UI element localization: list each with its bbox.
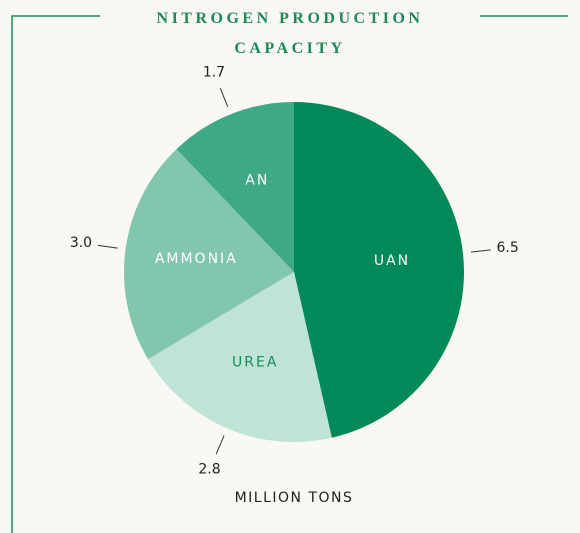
pie-slice [294,102,464,438]
pie-slice [123,149,294,360]
value-label: 3.0 [70,235,92,251]
leader-line [219,88,229,107]
slice-label: AMMONIA [155,251,238,267]
value-label: 2.8 [198,462,220,478]
slice-label: UREA [232,355,278,371]
chart-title: NITROGEN PRODUCTION CAPACITY [100,4,480,64]
footer: MILLION TONS [235,490,354,506]
leader-line [470,249,491,253]
leader-line [97,244,118,249]
slice-label: AN [245,172,269,188]
pie-slice [176,102,294,272]
slice-label: UAN [374,253,410,269]
leader-line [215,435,225,455]
pie-slice [148,272,332,442]
value-label: 6.5 [497,240,519,256]
value-label: 1.7 [203,64,225,80]
